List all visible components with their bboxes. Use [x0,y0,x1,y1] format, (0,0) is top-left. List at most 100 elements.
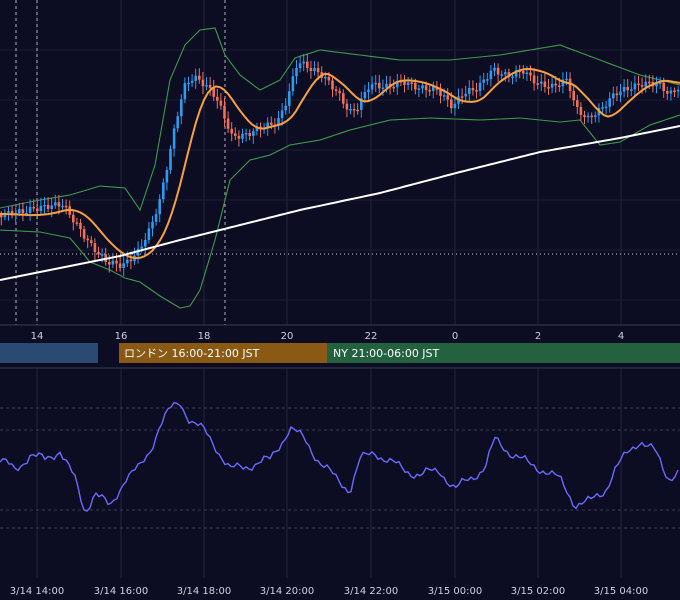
candle [540,73,543,92]
candle [594,111,597,123]
candle [54,194,57,209]
candle [334,86,338,96]
candle [576,94,579,115]
candle [669,86,673,101]
osc-tick-label: 3/14 18:00 [177,586,231,597]
candle [536,75,539,90]
candle [478,75,482,97]
candle [198,68,201,84]
candle [514,65,518,83]
candle [90,236,93,247]
main-tick-label: 14 [31,331,44,342]
candle [86,235,89,249]
candle [176,111,179,133]
candle [568,72,572,99]
main-tick-label: 16 [115,331,128,342]
osc-tick-label: 3/15 04:00 [594,586,648,597]
candle [284,98,287,115]
candle [190,74,194,87]
candle [248,129,251,141]
candle [43,196,46,214]
candle [630,81,633,97]
candle [655,76,658,94]
candle [421,82,424,94]
candle [622,79,626,98]
candle [302,53,305,72]
candle [280,102,284,126]
candle [187,76,190,92]
candle [493,62,496,77]
candle [277,111,280,131]
candle [205,77,208,91]
candle [93,238,97,261]
main-tick-label: 20 [281,331,294,342]
candle [252,128,255,144]
candle [356,103,359,115]
candle [352,103,356,118]
candle [583,110,586,125]
candle [619,84,622,103]
candle [608,92,611,113]
candle [111,253,115,269]
candle [118,255,122,272]
candle [529,65,532,81]
ma-short-line [0,67,680,260]
candle [612,86,615,106]
candle [658,77,662,89]
session-ny-label: NY 21:00-06:00 JST [333,347,440,360]
candlesticks [0,53,680,276]
candle [219,93,223,110]
candle [169,145,172,174]
candle [468,80,471,102]
candle [342,89,345,109]
candle [151,215,154,237]
candle [28,199,32,221]
candle [586,112,590,123]
candle [201,71,205,95]
candle [486,72,489,85]
session-bar: ロンドン 16:00-21:00 JST NY 21:00-06:00 JST [0,343,680,363]
candle [453,96,457,116]
session-london [119,343,327,363]
bollinger-bands [0,27,680,309]
candle [316,61,320,80]
candle [532,68,536,91]
candle [522,64,525,80]
ma-long-line [0,125,680,281]
candle [46,197,50,213]
main-panel-bg [0,0,680,325]
candle [208,77,212,96]
candle [464,85,467,102]
main-tick-label: 22 [365,331,378,342]
candle [266,117,269,136]
session-tokyo [0,343,98,363]
candle [165,166,169,191]
candle [338,87,341,101]
candle [212,79,215,101]
candle [601,101,604,114]
candle [216,88,219,109]
lower-band [0,114,680,309]
candle [363,84,367,104]
candle [97,246,100,258]
main-axis-bg [0,325,680,343]
candle [349,103,352,115]
candle [604,100,608,115]
candle [406,76,410,90]
candle [370,76,374,95]
candle [180,94,183,125]
candle [633,75,637,97]
oscillator-line [0,401,679,512]
candle [475,82,478,99]
candle [446,88,449,107]
candle [223,98,226,127]
candle [79,218,82,238]
candle [331,76,334,98]
candle [313,61,316,76]
candle [547,79,550,95]
candle [154,208,158,226]
main-tick-label: 2 [535,331,541,342]
candle [291,68,295,96]
oscillator-grid [0,407,680,529]
